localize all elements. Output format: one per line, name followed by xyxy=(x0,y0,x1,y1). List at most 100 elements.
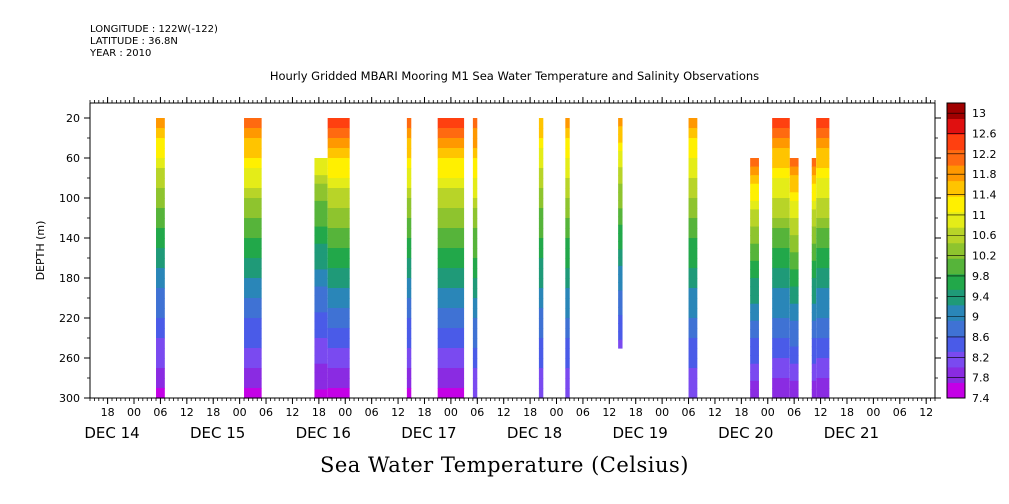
temperature-band xyxy=(618,306,623,316)
colorbar-swatch xyxy=(947,165,965,182)
temperature-band xyxy=(472,168,478,179)
y-tick-label: 140 xyxy=(59,232,80,245)
temperature-band xyxy=(816,368,830,379)
temperature-band xyxy=(816,178,830,189)
longitude-text: LONGITUDE : 122W(-122) xyxy=(90,24,218,35)
temperature-band xyxy=(327,228,350,239)
x-hour-tick-label: 18 xyxy=(206,406,220,419)
temperature-band xyxy=(472,218,478,229)
observation-column xyxy=(244,118,262,399)
x-hour-tick-label: 06 xyxy=(365,406,379,419)
temperature-band xyxy=(772,218,790,229)
temperature-band xyxy=(750,269,759,279)
temperature-band xyxy=(244,158,262,169)
x-hour-tick-label: 00 xyxy=(761,406,775,419)
y-tick-label: 220 xyxy=(59,312,80,325)
temperature-band xyxy=(327,358,350,369)
temperature-band xyxy=(472,208,478,219)
temperature-band xyxy=(156,258,165,269)
x-hour-tick-label: 12 xyxy=(285,406,299,419)
temperature-band xyxy=(156,238,165,249)
temperature-band xyxy=(811,218,817,228)
temperature-band xyxy=(811,320,817,331)
temperature-band xyxy=(772,378,790,389)
temperature-band xyxy=(750,218,759,228)
colorbar-title: Sea Water Temperature (Celsius) xyxy=(319,453,689,477)
temperature-band xyxy=(789,355,799,365)
temperature-band xyxy=(750,183,759,193)
temperature-band xyxy=(472,228,478,239)
temperature-band xyxy=(772,118,790,129)
temperature-band xyxy=(811,235,817,245)
temperature-band xyxy=(688,328,698,339)
temperature-band xyxy=(789,380,799,391)
temperature-band xyxy=(472,318,478,329)
temperature-band xyxy=(789,286,799,296)
observation-column xyxy=(688,118,698,399)
x-hour-tick-label: 00 xyxy=(655,406,669,419)
temperature-band xyxy=(437,338,465,349)
x-hour-tick-label: 18 xyxy=(101,406,115,419)
temperature-band xyxy=(816,208,830,219)
temperature-band xyxy=(789,209,799,219)
temperature-band xyxy=(156,278,165,289)
colorbar-swatch xyxy=(947,149,965,166)
colorbar-tick-label: 11 xyxy=(972,209,986,222)
observation-column xyxy=(565,118,570,399)
temperature-band xyxy=(750,192,759,202)
temperature-band xyxy=(406,128,412,139)
temperature-band xyxy=(437,308,465,319)
temperature-band xyxy=(618,315,623,324)
temperature-band xyxy=(244,378,262,389)
temperature-band xyxy=(772,258,790,269)
temperature-band xyxy=(327,128,350,139)
temperature-band xyxy=(789,312,799,322)
x-hour-tick-label: 12 xyxy=(180,406,194,419)
x-day-label: DEC 20 xyxy=(718,424,773,442)
x-hour-tick-label: 00 xyxy=(338,406,352,419)
temperature-band xyxy=(327,388,350,399)
temperature-band xyxy=(565,378,570,389)
temperature-band xyxy=(406,268,412,279)
x-hour-tick-label: 06 xyxy=(893,406,907,419)
x-hour-tick-label: 00 xyxy=(444,406,458,419)
temperature-band xyxy=(437,348,465,359)
temperature-band xyxy=(816,188,830,199)
temperature-band xyxy=(750,226,759,236)
temperature-band xyxy=(811,380,817,391)
temperature-band xyxy=(314,389,328,399)
temperature-band xyxy=(437,258,465,269)
temperature-band xyxy=(688,148,698,159)
temperature-band xyxy=(772,138,790,149)
observation-column xyxy=(314,158,328,399)
temperature-band xyxy=(618,150,623,160)
x-hour-tick-label: 06 xyxy=(682,406,696,419)
x-hour-tick-label: 06 xyxy=(259,406,273,419)
temperature-band xyxy=(327,198,350,209)
x-hour-tick-label: 18 xyxy=(629,406,643,419)
temperature-band xyxy=(789,192,799,202)
temperature-band xyxy=(789,389,799,399)
temperature-band xyxy=(472,388,478,399)
temperature-band xyxy=(406,328,412,339)
year-text: YEAR : 2010 xyxy=(90,48,152,59)
temperature-band xyxy=(538,388,544,399)
temperature-band xyxy=(688,318,698,329)
temperature-band xyxy=(789,235,799,245)
temperature-band xyxy=(618,224,623,234)
temperature-band xyxy=(772,278,790,289)
temperature-band xyxy=(618,298,623,308)
temperature-band xyxy=(772,298,790,309)
temperature-band xyxy=(437,218,465,229)
temperature-band xyxy=(789,363,799,373)
temperature-band xyxy=(816,388,830,399)
temperature-band xyxy=(618,265,623,275)
temperature-band xyxy=(565,208,570,219)
temperature-band xyxy=(472,348,478,359)
colorbar-tick-label: 9.8 xyxy=(972,270,990,283)
temperature-band xyxy=(314,200,328,211)
temperature-band xyxy=(618,134,623,144)
temperature-band xyxy=(314,329,328,339)
temperature-band xyxy=(156,148,165,159)
temperature-band xyxy=(789,166,799,176)
